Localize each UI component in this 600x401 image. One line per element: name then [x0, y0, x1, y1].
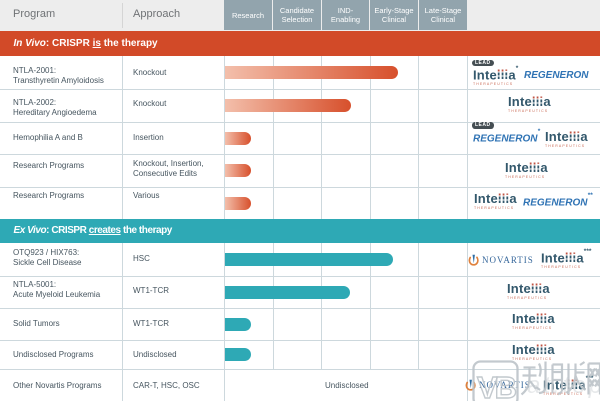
svg-text:VB: VB	[477, 370, 516, 401]
